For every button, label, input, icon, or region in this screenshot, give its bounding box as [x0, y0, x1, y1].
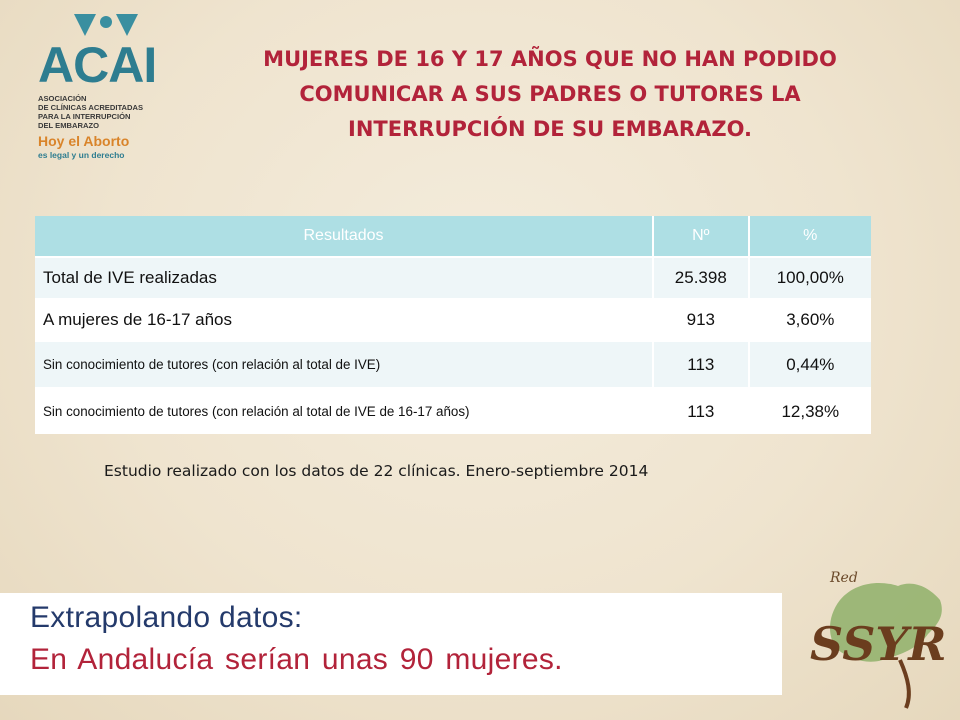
- extrapolation-box: Extrapolando datos: En Andalucía serían …: [0, 593, 782, 695]
- row-count: 113: [653, 387, 750, 434]
- table-row: Total de IVE realizadas 25.398 100,00%: [35, 256, 871, 299]
- row-label: Total de IVE realizadas: [35, 256, 655, 299]
- extrapolation-heading: Extrapolando datos:: [30, 601, 303, 634]
- slide-title-line: COMUNICAR A SUS PADRES O TUTORES LA: [299, 82, 801, 106]
- slide-title-line: MUJERES DE 16 Y 17 AÑOS QUE NO HAN PODID…: [263, 47, 837, 71]
- slide-title-line: INTERRUPCIÓN DE SU EMBARAZO.: [348, 117, 752, 141]
- row-count: 25.398: [653, 256, 750, 299]
- row-label: Sin conocimiento de tutores (con relació…: [35, 387, 655, 434]
- study-note: Estudio realizado con los datos de 22 cl…: [104, 462, 649, 480]
- row-percent: 0,44%: [748, 340, 871, 388]
- andalucia-map-icon: [830, 582, 942, 662]
- table-header-row: Resultados Nº %: [35, 216, 871, 257]
- slide-title: MUJERES DE 16 Y 17 AÑOS QUE NO HAN PODID…: [210, 42, 890, 147]
- red-logo-swash-icon: [898, 659, 911, 709]
- header-porcentaje: %: [748, 216, 871, 257]
- row-label: Sin conocimiento de tutores (con relació…: [35, 340, 655, 388]
- header-resultados: Resultados: [35, 216, 655, 257]
- acai-logo-tagline-2: es legal y un derecho: [38, 150, 125, 160]
- table-row: Sin conocimiento de tutores (con relació…: [35, 387, 871, 434]
- acai-logo: ACAI Asociación de clínicas acreditadas …: [36, 10, 166, 170]
- table-row: A mujeres de 16-17 años 913 3,60%: [35, 298, 871, 341]
- header-numero: Nº: [653, 216, 750, 257]
- row-count: 913: [653, 298, 750, 341]
- table-row: Sin conocimiento de tutores (con relació…: [35, 340, 871, 388]
- acai-logo-mark-icon: [74, 14, 138, 36]
- acai-logo-tagline: Hoy el Aborto: [38, 133, 130, 149]
- row-percent: 3,60%: [748, 298, 871, 341]
- row-percent: 100,00%: [748, 256, 871, 299]
- red-logo-big: SSYR: [810, 617, 947, 671]
- extrapolation-result: En Andalucía serían unas 90 mujeres.: [30, 643, 563, 676]
- row-percent: 12,38%: [748, 387, 871, 434]
- red-logo-small: Red: [829, 570, 858, 586]
- red-ssyr-logo: Red SSYR: [810, 570, 947, 709]
- row-label: A mujeres de 16-17 años: [35, 298, 655, 341]
- row-count: 113: [653, 340, 750, 388]
- acai-logo-text: ACAI: [38, 37, 157, 93]
- acai-logo-subtitle: Asociación de clínicas acreditadas para …: [38, 94, 144, 130]
- results-table: Resultados Nº % Total de IVE realizadas …: [35, 216, 871, 434]
